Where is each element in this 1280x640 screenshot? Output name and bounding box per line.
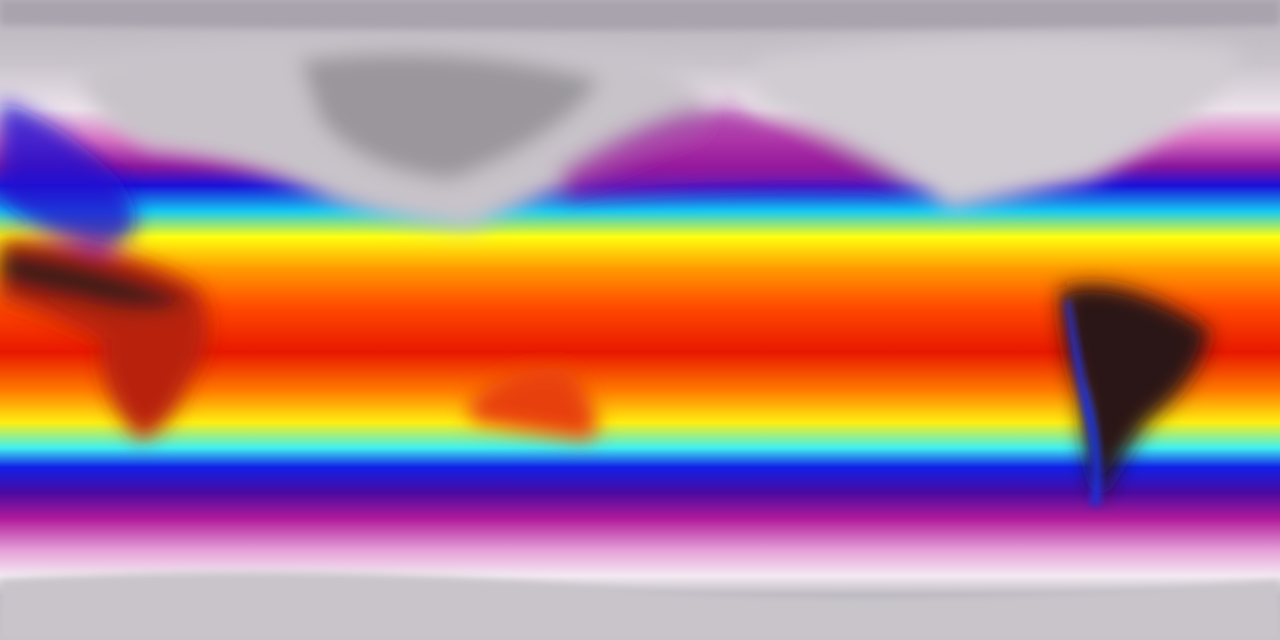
atlantic-cold-blue xyxy=(0,100,136,250)
eurasia-interior xyxy=(300,53,600,181)
andes-cold xyxy=(1065,300,1101,505)
polar-magenta-pacific xyxy=(560,107,920,200)
australia xyxy=(470,368,597,440)
sahara-hot xyxy=(0,250,190,310)
antarctica xyxy=(0,572,1280,640)
arctic-ocean xyxy=(0,0,1280,30)
landmass-north-america xyxy=(760,37,1240,211)
